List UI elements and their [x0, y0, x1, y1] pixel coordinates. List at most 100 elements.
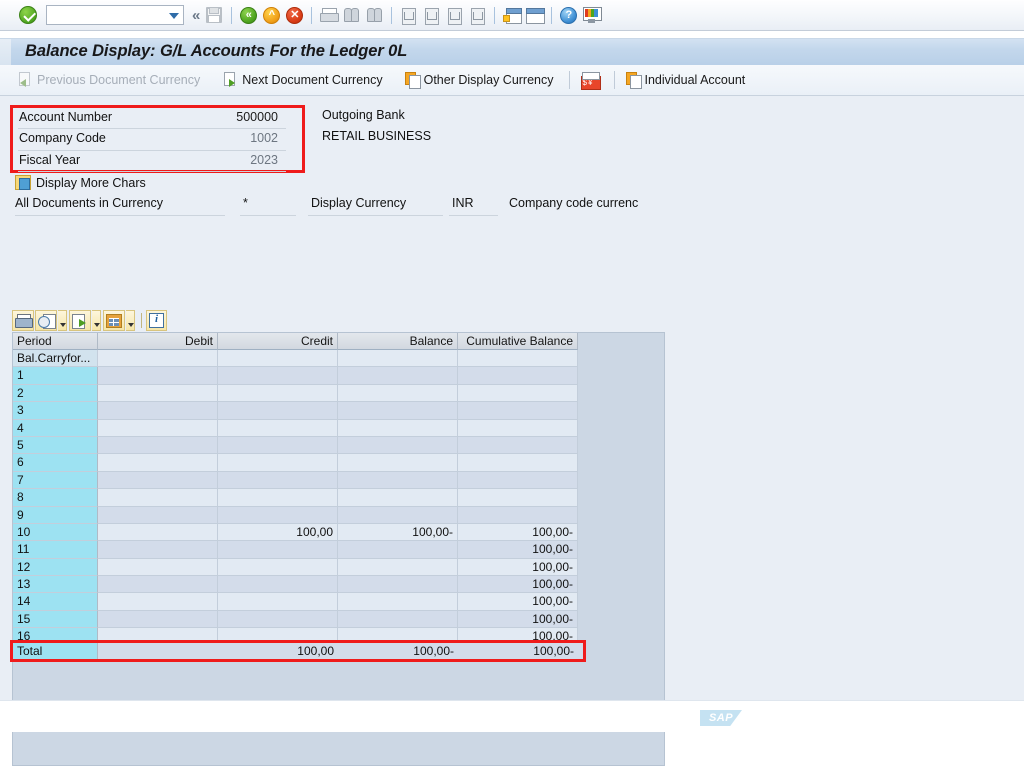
table-row[interactable]: 4: [13, 419, 664, 437]
cell-debit: [98, 402, 218, 420]
cell-debit: [98, 576, 218, 594]
app-toolbar-divider: [568, 71, 570, 89]
title-left-strip: [0, 39, 11, 66]
account-number-value[interactable]: 500000: [236, 110, 278, 124]
cell-period: Bal.Carryfor...: [13, 350, 98, 368]
cancel-icon[interactable]: ✕: [284, 5, 305, 26]
previous-document-currency-label: Previous Document Currency: [37, 73, 201, 87]
export-dropdown[interactable]: [92, 310, 102, 331]
table-row[interactable]: 15 100,00-: [13, 610, 664, 629]
field-underline: [18, 149, 286, 151]
layout-dropdown[interactable]: [126, 310, 136, 331]
table-row[interactable]: 9: [13, 506, 664, 524]
table-row[interactable]: 11 100,00-: [13, 541, 664, 559]
table-row[interactable]: 13 100,00-: [13, 576, 664, 594]
table-row[interactable]: 2: [13, 384, 664, 403]
exit-icon[interactable]: ^: [261, 5, 282, 26]
next-page-icon[interactable]: [444, 5, 465, 26]
command-field[interactable]: [46, 5, 184, 25]
total-cell-cumulative: 100,00-: [533, 644, 574, 658]
status-footer: SAP: [0, 700, 1024, 732]
previous-page-icon[interactable]: [421, 5, 442, 26]
export-button[interactable]: [69, 310, 92, 331]
enter-ok-icon[interactable]: [19, 6, 37, 24]
individual-account-label: Individual Account: [644, 73, 746, 87]
cell-cumulative: [458, 489, 578, 507]
print-icon[interactable]: [318, 5, 340, 26]
first-page-icon[interactable]: [398, 5, 419, 26]
column-header-period[interactable]: Period: [13, 333, 98, 350]
window-title-bar: Balance Display: G/L Accounts For the Le…: [0, 38, 1024, 66]
cell-debit: [98, 367, 218, 385]
table-row[interactable]: 6: [13, 454, 664, 472]
cell-debit: [98, 558, 218, 577]
cell-credit: [218, 402, 338, 420]
cell-balance: [338, 576, 458, 594]
previous-document-currency-button[interactable]: Previous Document Currency: [17, 70, 206, 90]
column-header-credit[interactable]: Credit: [218, 333, 338, 350]
cell-credit: [218, 471, 338, 490]
print-preview-button[interactable]: [12, 310, 34, 331]
cell-balance: [338, 436, 458, 455]
cell-cumulative: [458, 402, 578, 420]
info-button[interactable]: [145, 310, 167, 331]
table-row[interactable]: Bal.Carryfor...: [13, 350, 664, 368]
company-description: RETAIL BUSINESS: [322, 129, 432, 143]
table-row[interactable]: 10 100,00 100,00- 100,00-: [13, 523, 664, 542]
help-icon[interactable]: ?: [558, 5, 579, 26]
display-more-chars-icon: [15, 175, 31, 190]
all-documents-in-currency-value[interactable]: *: [243, 196, 248, 210]
save-icon[interactable]: [204, 5, 225, 26]
customize-icon[interactable]: [581, 5, 603, 26]
grid-toolbar-divider: [141, 313, 142, 328]
cell-balance: [338, 489, 458, 507]
balance-table[interactable]: Period Debit Credit Balance Cumulative Balan…: [12, 332, 665, 766]
toolbar-divider: [231, 6, 233, 24]
display-more-chars-button[interactable]: Display More Chars: [15, 175, 146, 190]
currency-exchange-button[interactable]: $¥: [579, 70, 605, 91]
create-shortcut-icon[interactable]: [524, 5, 546, 26]
cell-cumulative: [458, 454, 578, 472]
total-row[interactable]: Total 100,00 100,00- 100,00-: [13, 643, 583, 659]
table-row[interactable]: 1: [13, 367, 664, 385]
local-file-button[interactable]: [35, 310, 57, 331]
toolbar-divider: [494, 6, 496, 24]
command-input[interactable]: [47, 7, 163, 23]
new-session-icon[interactable]: [501, 5, 523, 26]
back-icon[interactable]: «: [238, 5, 259, 26]
table-row[interactable]: 5: [13, 436, 664, 455]
table-row[interactable]: 8: [13, 489, 664, 507]
local-file-dropdown[interactable]: [58, 310, 68, 331]
company-code-currency-label: Company code currenc: [509, 196, 639, 210]
find-next-icon[interactable]: [364, 5, 385, 26]
total-cell-credit: 100,00: [297, 644, 334, 658]
last-page-icon[interactable]: [467, 5, 488, 26]
cell-credit: [218, 367, 338, 385]
column-header-cumulative[interactable]: Cumulative Balance: [458, 333, 578, 350]
cell-cumulative: 100,00-: [458, 576, 578, 594]
info-icon: [148, 313, 164, 328]
individual-account-button[interactable]: Individual Account: [624, 70, 752, 90]
cell-period: 9: [13, 506, 98, 524]
cell-period: 14: [13, 593, 98, 611]
table-row[interactable]: 3: [13, 402, 664, 420]
company-code-label: Company Code: [19, 131, 106, 146]
next-document-currency-label: Next Document Currency: [242, 73, 383, 87]
other-display-currency-label: Other Display Currency: [423, 73, 554, 87]
sap-logo: SAP: [700, 710, 742, 726]
fiscal-year-value[interactable]: 2023: [250, 152, 278, 167]
display-currency-value[interactable]: INR: [452, 196, 474, 210]
table-row[interactable]: 12 100,00-: [13, 558, 664, 577]
layout-button[interactable]: [103, 310, 126, 331]
next-document-currency-button[interactable]: Next Document Currency: [222, 70, 388, 90]
column-header-balance[interactable]: Balance: [338, 333, 458, 350]
collapse-chevron-icon[interactable]: «: [192, 6, 201, 24]
cell-debit: [98, 350, 218, 368]
find-icon[interactable]: [341, 5, 362, 26]
table-row[interactable]: 7: [13, 471, 664, 490]
other-display-currency-button[interactable]: Other Display Currency: [403, 70, 560, 90]
column-header-debit[interactable]: Debit: [98, 333, 218, 350]
table-row[interactable]: 14 100,00-: [13, 593, 664, 611]
command-history-chevron-down-icon[interactable]: [169, 13, 179, 19]
company-code-value[interactable]: 1002: [250, 131, 278, 146]
